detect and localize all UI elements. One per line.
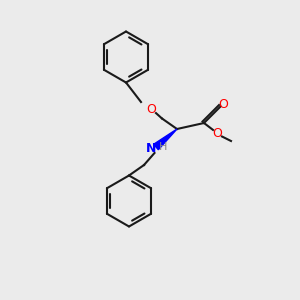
Text: N: N <box>146 142 157 155</box>
Text: H: H <box>159 142 168 152</box>
Polygon shape <box>154 129 177 150</box>
Text: O: O <box>213 127 222 140</box>
Text: O: O <box>147 103 156 116</box>
Text: O: O <box>219 98 228 112</box>
